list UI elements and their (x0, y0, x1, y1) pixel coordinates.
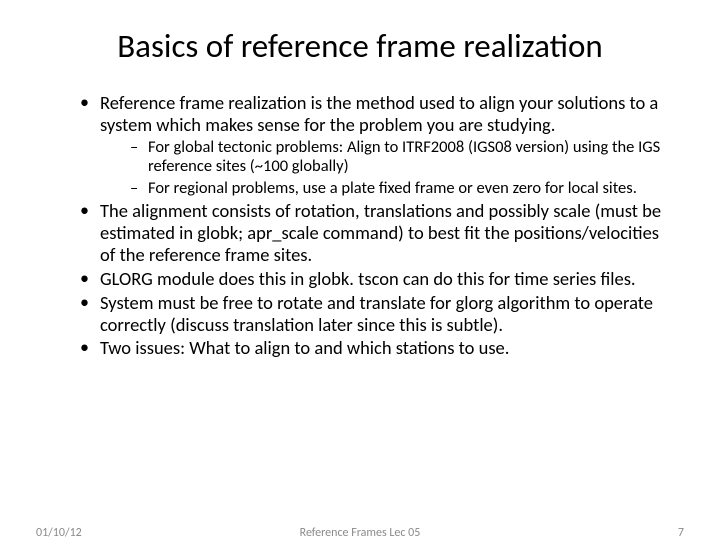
slide-body: Reference frame realization is the metho… (48, 92, 672, 359)
bullet-text: Reference frame realization is the metho… (100, 91, 658, 136)
bullet-text: The alignment consists of rotation, tran… (100, 199, 661, 266)
sub-bullet-item: For global tectonic problems: Align to I… (130, 138, 672, 177)
sub-bullet-text: For regional problems, use a plate fixed… (148, 178, 637, 198)
footer-page: 7 (678, 526, 684, 540)
bullet-item: System must be free to rotate and transl… (80, 292, 672, 336)
bullet-item: Reference frame realization is the metho… (80, 92, 672, 198)
bullet-text: Two issues: What to align to and which s… (100, 336, 509, 359)
bullet-list: Reference frame realization is the metho… (48, 92, 672, 359)
sub-bullet-text: For global tectonic problems: Align to I… (148, 137, 660, 176)
slide: Basics of reference frame realization Re… (0, 0, 720, 540)
bullet-item: The alignment consists of rotation, tran… (80, 200, 672, 265)
bullet-item: GLORG module does this in globk. tscon c… (80, 268, 672, 290)
footer-center: Reference Frames Lec 05 (0, 526, 720, 540)
bullet-item: Two issues: What to align to and which s… (80, 337, 672, 359)
sub-bullet-item: For regional problems, use a plate fixed… (130, 179, 672, 198)
slide-title: Basics of reference frame realization (48, 28, 672, 64)
bullet-text: GLORG module does this in globk. tscon c… (100, 267, 636, 290)
sub-bullet-list: For global tectonic problems: Align to I… (100, 138, 672, 198)
bullet-text: System must be free to rotate and transl… (100, 291, 653, 336)
